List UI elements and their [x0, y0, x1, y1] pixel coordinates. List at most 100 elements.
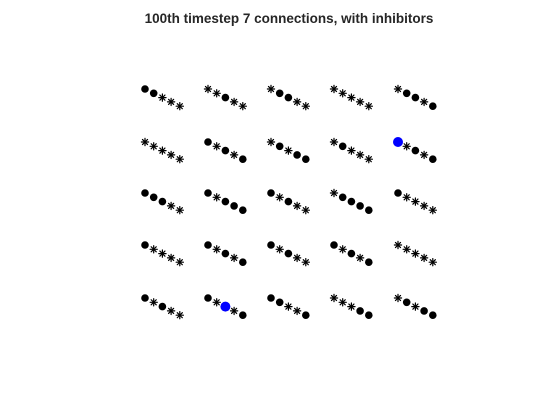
star-marker: [140, 137, 150, 147]
star-marker: [338, 89, 347, 98]
dot-marker: [411, 146, 420, 155]
star-marker: [355, 97, 365, 107]
diagonal-group-r3-c4: [329, 188, 373, 214]
star-marker: [266, 84, 276, 94]
star-marker: [411, 302, 420, 311]
dot-marker: [239, 258, 247, 267]
star-marker: [338, 245, 347, 254]
diagonal-group-r1-c4: [329, 84, 373, 111]
dot-marker: [429, 155, 437, 163]
dot-marker: [221, 93, 230, 102]
star-marker: [166, 253, 176, 263]
dot-marker: [267, 189, 275, 197]
star-marker: [355, 253, 365, 263]
diagonal-group-r1-c2: [203, 84, 247, 111]
diagonal-group-r1-c3: [266, 84, 310, 111]
star-marker: [301, 258, 310, 267]
dot-marker: [365, 206, 373, 214]
star-marker: [419, 201, 429, 211]
dot-marker: [204, 138, 212, 146]
star-marker: [212, 298, 221, 307]
diagonal-group-r3-c2: [204, 189, 247, 214]
star-marker: [347, 93, 356, 102]
star-marker: [419, 253, 429, 263]
dot-marker: [204, 294, 212, 302]
diagonal-group-r2-c2: [204, 138, 247, 163]
star-marker: [158, 249, 167, 258]
dot-marker: [149, 89, 158, 98]
dot-marker: [158, 302, 167, 311]
star-marker: [364, 155, 373, 164]
star-marker: [149, 298, 158, 307]
star-marker: [428, 206, 437, 215]
dot-marker: [302, 155, 310, 163]
star-marker: [393, 84, 403, 94]
diagonal-group-r1-c5: [393, 84, 437, 110]
diagonal-group-r3-c3: [267, 189, 310, 215]
star-marker: [212, 245, 221, 254]
diagonal-group-r5-c1: [141, 294, 184, 320]
star-marker: [166, 201, 176, 211]
star-marker: [212, 142, 221, 151]
star-marker: [393, 240, 403, 250]
star-marker: [284, 146, 293, 155]
star-marker: [402, 245, 411, 254]
star-marker: [158, 146, 167, 155]
star-marker: [284, 302, 293, 311]
diagonal-group-r4-c2: [204, 241, 247, 267]
star-marker: [402, 193, 411, 202]
dot-marker: [267, 241, 275, 249]
dot-marker: [284, 197, 293, 206]
star-marker: [166, 97, 176, 107]
star-marker: [175, 311, 184, 320]
dot-marker: [221, 197, 230, 206]
star-marker: [175, 206, 184, 215]
star-marker: [419, 97, 429, 107]
dot-marker: [356, 202, 364, 210]
star-marker: [292, 306, 302, 316]
star-marker: [149, 142, 158, 151]
diagonal-group-r3-c1: [141, 189, 184, 215]
star-marker: [364, 101, 373, 111]
star-marker: [411, 197, 420, 206]
star-marker: [428, 258, 437, 267]
diagonal-group-r5-c2: [204, 294, 247, 320]
dot-marker: [284, 249, 293, 258]
diagonal-group-r2-c4: [329, 137, 373, 164]
highlight-marker: [220, 301, 231, 312]
dot-marker: [141, 85, 149, 93]
star-marker: [347, 146, 356, 155]
dot-marker: [429, 102, 437, 110]
dot-marker: [267, 294, 275, 302]
diagonal-group-r3-c5: [394, 189, 437, 215]
dot-marker: [239, 311, 247, 320]
dot-marker: [293, 151, 301, 159]
star-marker: [229, 253, 239, 263]
dot-marker: [141, 189, 149, 197]
dot-marker: [302, 311, 310, 320]
star-marker: [158, 93, 167, 102]
star-marker: [238, 101, 247, 111]
dot-marker: [429, 311, 437, 320]
dot-marker: [365, 258, 373, 267]
star-marker: [149, 245, 158, 254]
star-marker: [419, 150, 429, 160]
dot-marker: [221, 146, 230, 155]
diagonal-group-r4-c1: [141, 241, 184, 267]
dot-marker: [158, 197, 167, 206]
star-marker: [393, 293, 403, 303]
dot-marker: [239, 155, 247, 163]
diagonal-group-r4-c4: [330, 241, 373, 267]
dot-marker: [149, 193, 158, 202]
dot-marker: [402, 89, 411, 98]
star-marker: [292, 201, 302, 211]
star-marker: [301, 206, 310, 215]
star-marker: [229, 97, 239, 107]
highlight-marker: [393, 137, 403, 147]
dot-marker: [365, 311, 373, 320]
star-marker: [292, 97, 302, 107]
dot-marker: [204, 241, 212, 249]
diagonal-group-r5-c3: [267, 294, 310, 320]
star-marker: [411, 249, 420, 258]
